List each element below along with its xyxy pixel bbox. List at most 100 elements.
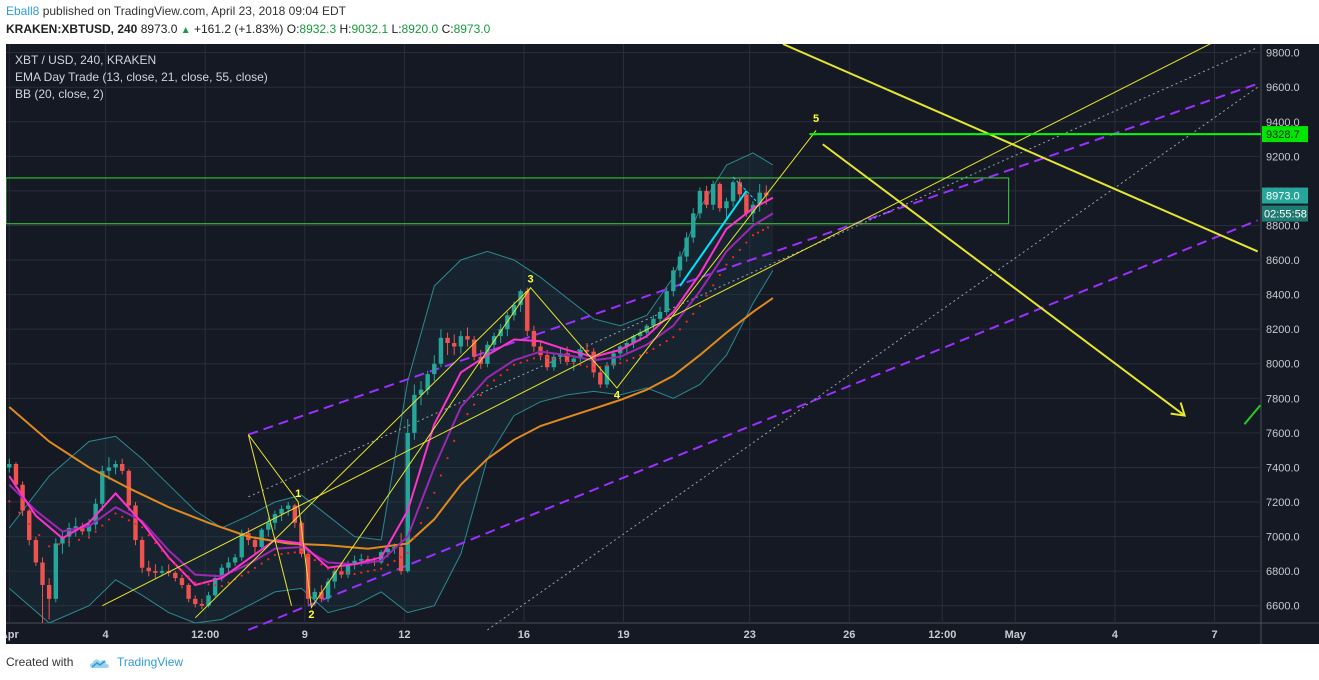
ema-dot bbox=[214, 584, 217, 587]
candle-body-up bbox=[697, 190, 703, 214]
ema-dot bbox=[745, 241, 748, 244]
ema-dot bbox=[473, 403, 476, 406]
candle-body-up bbox=[730, 182, 736, 202]
ema-dot bbox=[572, 362, 575, 365]
ema-dot bbox=[127, 519, 130, 522]
time-tick-label: Apr bbox=[6, 629, 20, 641]
tradingview-link[interactable]: TradingView bbox=[117, 655, 184, 669]
ema-dot bbox=[313, 559, 316, 562]
candle-body-down bbox=[564, 353, 570, 363]
ema-dot bbox=[346, 571, 350, 574]
ema-dot bbox=[433, 491, 436, 494]
candle-body-up bbox=[418, 389, 424, 395]
ema-dot bbox=[253, 566, 257, 570]
created-with-text: Created with bbox=[6, 655, 74, 669]
candle-body-down bbox=[13, 463, 19, 485]
last-price: 8973.0 bbox=[140, 22, 178, 36]
bb-lower-line bbox=[8, 270, 774, 624]
candle-body-down bbox=[717, 183, 723, 209]
ema-dot bbox=[141, 526, 144, 529]
candle-body-up bbox=[405, 432, 410, 572]
price-badge-label: 9328.7 bbox=[1266, 129, 1300, 141]
elliott-wave-path bbox=[247, 130, 817, 609]
candle-body-down bbox=[445, 337, 450, 344]
ema-dot bbox=[585, 365, 589, 368]
high-value: 9032.1 bbox=[351, 22, 389, 36]
candle-body-down bbox=[744, 194, 749, 214]
ema-dot bbox=[200, 582, 203, 585]
author-link[interactable]: Eball8 bbox=[6, 4, 40, 18]
bb-fill bbox=[9, 152, 773, 623]
ema-dot bbox=[373, 568, 376, 572]
candle-body-up bbox=[551, 356, 557, 368]
ema-dot bbox=[353, 572, 356, 576]
chart-legend: XBT / USD, 240, KRAKEN EMA Day Trade (13… bbox=[15, 53, 268, 101]
ema-dot bbox=[77, 538, 81, 541]
ema-dot bbox=[685, 320, 688, 323]
candle-body-up bbox=[438, 337, 444, 364]
candle-body-down bbox=[139, 540, 145, 568]
ema-dot bbox=[180, 569, 184, 572]
price-tick-label: 7800.0 bbox=[1266, 393, 1300, 405]
ema-dot bbox=[499, 374, 502, 377]
candle-body-up bbox=[352, 560, 357, 565]
ema-dot bbox=[725, 263, 728, 266]
ema-dot bbox=[718, 273, 721, 277]
ema-dot bbox=[539, 355, 542, 358]
time-tick-label: 16 bbox=[518, 629, 530, 641]
candle-body-up bbox=[100, 470, 105, 504]
candle-body-up bbox=[624, 343, 630, 347]
ema-dot bbox=[559, 358, 562, 362]
ema-dot bbox=[486, 384, 489, 387]
ema-dot bbox=[565, 360, 569, 363]
candle-body-down bbox=[531, 330, 537, 347]
candle-body-down bbox=[173, 572, 178, 579]
candle-body-up bbox=[664, 291, 669, 312]
time-tick-label: 26 bbox=[843, 629, 855, 641]
candle-body-down bbox=[465, 336, 470, 340]
ema-dot bbox=[605, 364, 609, 367]
ema-dot bbox=[658, 343, 662, 347]
channel-drawings bbox=[5, 46, 1259, 631]
ema-dot bbox=[393, 559, 396, 563]
bb-upper-line bbox=[8, 152, 774, 541]
publish-header: Eball8 published on TradingView.com, Apr… bbox=[0, 0, 1319, 44]
ema-dot bbox=[492, 379, 496, 382]
time-tick-label: 12:00 bbox=[191, 629, 219, 641]
candle-body-up bbox=[604, 365, 610, 385]
ema-dot bbox=[592, 367, 595, 370]
candle-body-up bbox=[571, 358, 576, 363]
candle-body-up bbox=[345, 564, 351, 575]
ema-dot bbox=[273, 553, 277, 557]
candle-body-up bbox=[432, 363, 437, 375]
ema-dot bbox=[187, 575, 190, 578]
ema-dot bbox=[479, 393, 482, 397]
time-tick-label: May bbox=[1005, 629, 1027, 641]
ema-dot bbox=[67, 540, 71, 544]
candle-body-up bbox=[710, 183, 716, 205]
ema-dot bbox=[240, 574, 243, 577]
rising-trend-line bbox=[102, 19, 1258, 607]
candle-body-down bbox=[299, 522, 304, 554]
green-arrow-stub bbox=[1243, 404, 1262, 425]
ema-dot bbox=[506, 368, 509, 372]
ema-dot bbox=[519, 361, 522, 364]
ohlc-line: KRAKEN:XBTUSD, 240 8973.0 ▲ +161.2 (+1.8… bbox=[6, 22, 490, 36]
symbol-label: KRAKEN:XBTUSD, 240 bbox=[6, 22, 138, 36]
price-badge bbox=[1262, 187, 1308, 204]
ema-dot bbox=[738, 248, 741, 251]
wave-label: 4 bbox=[614, 389, 621, 401]
candle-body-down bbox=[525, 291, 530, 331]
candle-body-down bbox=[292, 505, 298, 523]
candle-body-down bbox=[153, 571, 158, 573]
open-label: O: bbox=[286, 22, 300, 36]
ema-dot bbox=[439, 474, 443, 477]
candle-body-up bbox=[212, 578, 218, 596]
time-tick-label: 4 bbox=[1112, 629, 1119, 641]
candle-body-up bbox=[657, 311, 663, 319]
tradingview-cloud-icon[interactable] bbox=[88, 654, 112, 670]
candle-body-up bbox=[684, 237, 689, 257]
legend-ema: EMA Day Trade (13, close, 21, close, 55,… bbox=[15, 70, 268, 84]
